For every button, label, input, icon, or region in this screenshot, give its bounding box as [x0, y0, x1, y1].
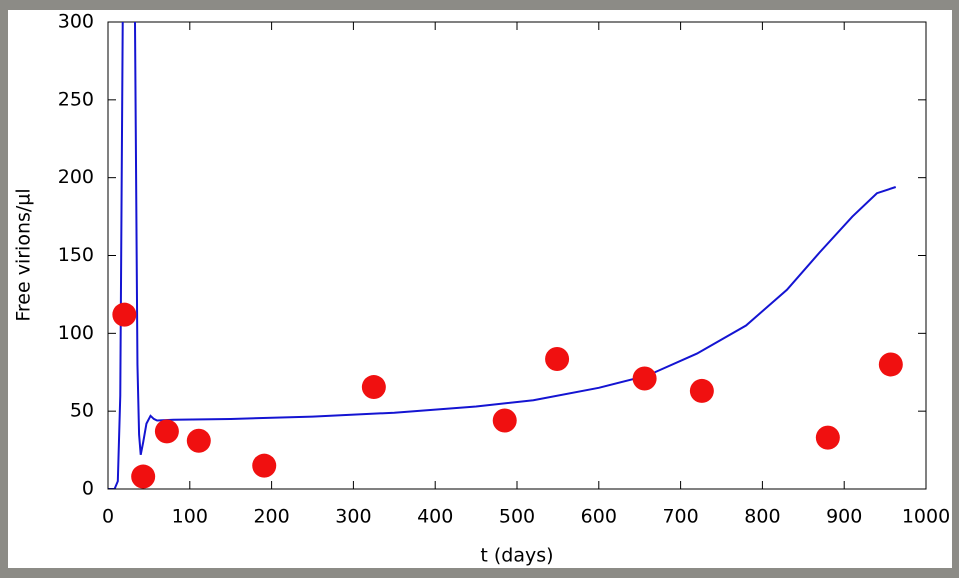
data-point	[815, 425, 840, 450]
data-point	[492, 408, 517, 433]
x-axis-label: t (days)	[480, 545, 553, 567]
y-axis-label: Free virions/µl	[13, 188, 35, 321]
y-tick-label: 200	[58, 166, 94, 188]
x-tick-label: 800	[744, 506, 780, 528]
x-tick-label: 400	[417, 506, 453, 528]
data-point	[252, 453, 277, 478]
y-tick-label: 0	[82, 478, 94, 500]
plot-area	[108, 22, 897, 489]
x-tick-label: 500	[499, 506, 535, 528]
x-tick-label: 700	[662, 506, 698, 528]
x-tick-label: 200	[253, 506, 289, 528]
y-tick-label: 300	[58, 11, 94, 33]
x-tick-label: 1000	[902, 506, 950, 528]
y-tick-label: 50	[70, 400, 94, 422]
x-tick-label: 100	[172, 506, 208, 528]
model-line	[108, 22, 897, 489]
data-point	[878, 352, 903, 377]
data-point	[689, 378, 714, 403]
data-point	[112, 302, 137, 327]
data-point	[545, 347, 570, 372]
x-tick-label: 600	[581, 506, 617, 528]
y-tick-label: 250	[58, 88, 94, 110]
x-tick-label: 0	[102, 506, 114, 528]
y-tick-label: 100	[58, 322, 94, 344]
data-point	[632, 366, 657, 391]
data-point	[154, 419, 179, 444]
data-point	[131, 464, 156, 489]
data-point	[361, 375, 386, 400]
panel	[8, 10, 952, 568]
x-tick-label: 300	[335, 506, 371, 528]
y-tick-label: 150	[58, 244, 94, 266]
data-point	[186, 428, 211, 453]
x-tick-label: 900	[826, 506, 862, 528]
